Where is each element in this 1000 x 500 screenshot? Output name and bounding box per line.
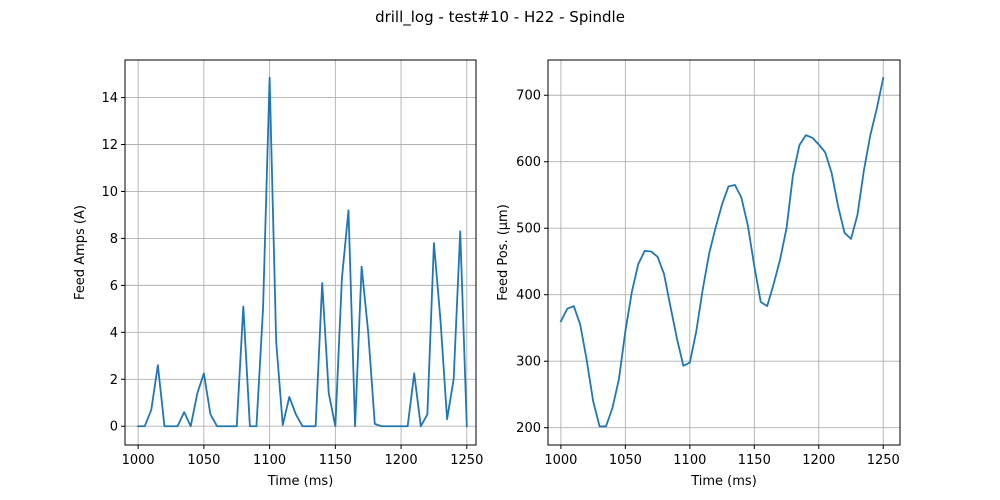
x-axis-label: Time (ms) [690,474,757,489]
series-line [559,76,885,428]
series-line [137,76,468,428]
x-tick-label: 1150 [319,453,352,468]
y-tick-label: 200 [516,421,541,436]
right-chart-feed-position: 1000 1050 1100 1150 1200 1250 200 300 400 500 600 7… [496,59,901,489]
y-tick-label: 600 [516,155,541,170]
x-tick-label: 1150 [738,453,771,468]
x-tick-label: 1050 [609,453,642,468]
x-tick-label: 1100 [673,453,706,468]
x-tick-label: 1250 [450,453,483,468]
y-tick-label: 14 [101,91,118,106]
y-tick-label: 400 [516,288,541,303]
y-tick-label: 12 [101,138,118,153]
x-tick-label: 1250 [867,453,900,468]
left-chart-feed-amps: 1000 1050 1100 1150 1200 1250 0 2 4 6 8 10 12 14 Time … [73,59,483,489]
x-tick-label: 1200 [802,453,835,468]
y-axis-label: Feed Amps (A) [73,205,88,300]
y-tick-label: 0 [110,420,118,435]
x-axis-label: Time (ms) [267,474,334,489]
axes-frame [547,59,901,446]
y-tick-label: 500 [516,222,541,237]
y-tick-label: 8 [110,232,118,247]
axes-frame [124,59,477,446]
y-tick-label: 10 [101,185,118,200]
y-tick-label: 300 [516,355,541,370]
x-tick-label: 1000 [122,453,155,468]
y-tick-label: 4 [110,326,118,341]
x-tick-label: 1050 [187,453,220,468]
y-tick-label: 700 [516,89,541,104]
x-tick-label: 1200 [385,453,418,468]
x-tick-label: 1000 [544,453,577,468]
y-axis-label: Feed Pos. (µm) [496,204,511,301]
figure-suptitle: drill_log - test#10 - H22 - Spindle [375,8,625,27]
y-tick-label: 6 [110,279,118,294]
y-tick-label: 2 [110,373,118,388]
x-tick-label: 1100 [253,453,286,468]
